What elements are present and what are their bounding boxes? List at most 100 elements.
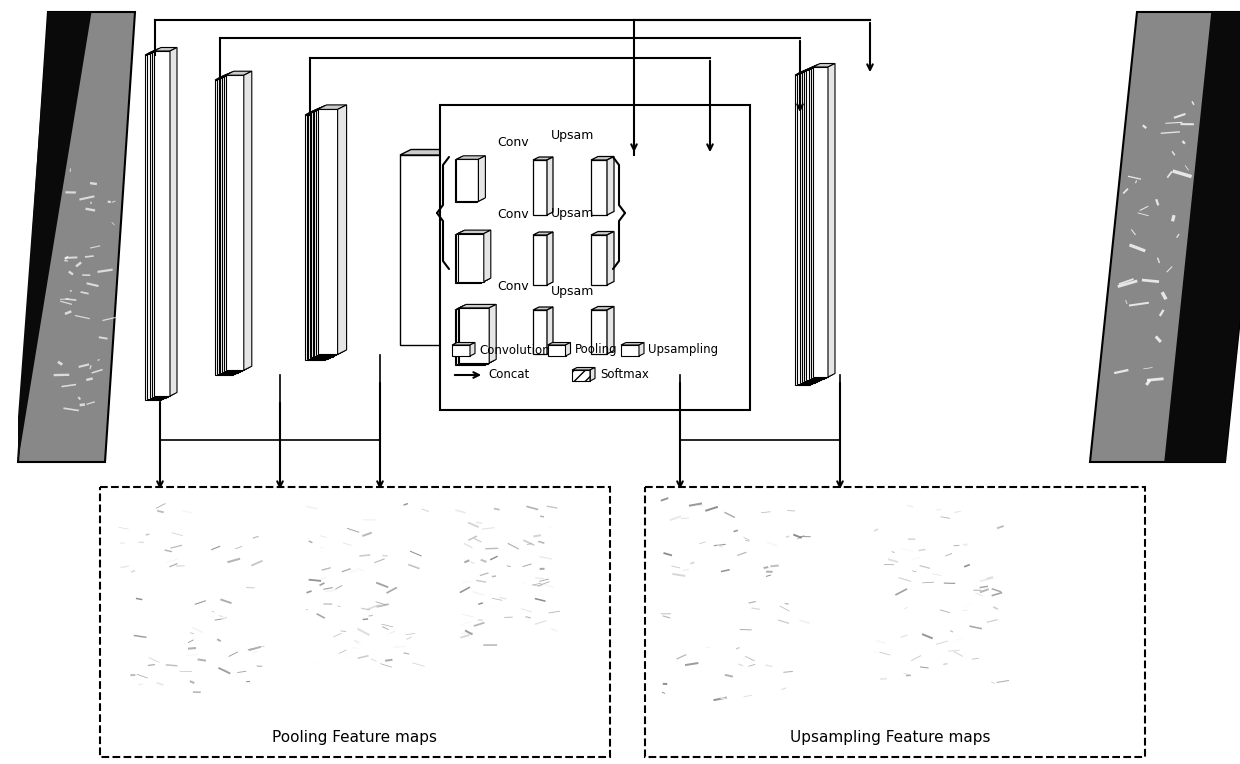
Polygon shape	[533, 307, 553, 310]
Polygon shape	[316, 105, 345, 110]
Polygon shape	[490, 304, 496, 363]
Polygon shape	[707, 108, 733, 112]
Polygon shape	[238, 73, 247, 373]
Polygon shape	[812, 70, 820, 384]
Polygon shape	[460, 509, 560, 649]
Polygon shape	[464, 510, 563, 650]
Polygon shape	[636, 148, 646, 353]
Polygon shape	[709, 107, 735, 111]
Text: Conv: Conv	[497, 135, 528, 148]
Polygon shape	[719, 110, 728, 369]
Polygon shape	[639, 342, 644, 356]
Polygon shape	[608, 157, 614, 215]
Polygon shape	[878, 507, 1008, 687]
Polygon shape	[332, 107, 342, 357]
Polygon shape	[533, 157, 553, 160]
Polygon shape	[337, 105, 347, 354]
Polygon shape	[118, 501, 263, 697]
Polygon shape	[884, 510, 1014, 690]
Polygon shape	[456, 235, 482, 283]
Polygon shape	[315, 111, 335, 356]
Polygon shape	[148, 50, 170, 54]
Polygon shape	[331, 108, 340, 358]
Polygon shape	[226, 71, 252, 75]
Polygon shape	[813, 63, 835, 67]
Polygon shape	[466, 512, 565, 652]
Polygon shape	[806, 70, 821, 380]
Text: Convolution: Convolution	[479, 344, 549, 357]
Polygon shape	[485, 306, 492, 365]
Polygon shape	[100, 487, 610, 757]
Polygon shape	[222, 77, 241, 372]
Polygon shape	[218, 74, 244, 79]
Polygon shape	[621, 342, 644, 345]
Polygon shape	[161, 51, 167, 400]
Polygon shape	[817, 69, 823, 382]
Polygon shape	[616, 152, 639, 352]
Polygon shape	[233, 76, 241, 375]
Polygon shape	[326, 110, 336, 359]
Polygon shape	[165, 50, 172, 398]
Polygon shape	[611, 154, 634, 354]
Polygon shape	[565, 342, 570, 356]
Polygon shape	[458, 507, 558, 647]
Polygon shape	[800, 70, 821, 73]
Polygon shape	[823, 66, 831, 379]
Polygon shape	[456, 309, 486, 364]
Polygon shape	[308, 504, 428, 669]
Polygon shape	[533, 232, 553, 235]
Polygon shape	[590, 367, 595, 381]
Polygon shape	[880, 509, 1011, 688]
Polygon shape	[711, 110, 729, 365]
Polygon shape	[459, 308, 490, 363]
Polygon shape	[226, 75, 244, 371]
Polygon shape	[215, 80, 233, 375]
Polygon shape	[455, 310, 485, 365]
Text: Upsam: Upsam	[551, 284, 594, 297]
Polygon shape	[613, 154, 635, 354]
Polygon shape	[615, 153, 636, 353]
Polygon shape	[170, 47, 177, 396]
Polygon shape	[151, 48, 175, 52]
Polygon shape	[572, 370, 590, 381]
Text: Conv: Conv	[497, 208, 528, 221]
Polygon shape	[456, 156, 485, 160]
Polygon shape	[668, 504, 813, 704]
Polygon shape	[314, 507, 433, 672]
Polygon shape	[701, 111, 725, 115]
Polygon shape	[703, 113, 722, 368]
Polygon shape	[131, 508, 277, 704]
Polygon shape	[309, 109, 337, 114]
Polygon shape	[725, 108, 733, 367]
Polygon shape	[722, 109, 729, 368]
Polygon shape	[533, 160, 547, 215]
Polygon shape	[151, 52, 167, 397]
Polygon shape	[547, 232, 553, 285]
Polygon shape	[145, 55, 161, 400]
Polygon shape	[591, 231, 614, 235]
Polygon shape	[456, 160, 479, 201]
Polygon shape	[547, 307, 553, 354]
Polygon shape	[221, 73, 247, 78]
Polygon shape	[455, 235, 481, 283]
Polygon shape	[167, 48, 175, 397]
Polygon shape	[150, 50, 172, 53]
Polygon shape	[401, 155, 455, 345]
Polygon shape	[804, 71, 818, 381]
Polygon shape	[222, 73, 248, 77]
Polygon shape	[671, 506, 816, 706]
Polygon shape	[815, 70, 821, 383]
Polygon shape	[224, 76, 242, 371]
Polygon shape	[709, 111, 727, 366]
Polygon shape	[1164, 12, 1240, 462]
Polygon shape	[479, 156, 485, 201]
Polygon shape	[470, 342, 475, 356]
Polygon shape	[306, 110, 336, 115]
Polygon shape	[660, 500, 805, 700]
Polygon shape	[484, 230, 491, 282]
Polygon shape	[311, 108, 340, 112]
Polygon shape	[662, 501, 807, 701]
Text: Pooling Feature maps: Pooling Feature maps	[273, 730, 438, 745]
Polygon shape	[711, 106, 737, 110]
Polygon shape	[707, 112, 725, 367]
